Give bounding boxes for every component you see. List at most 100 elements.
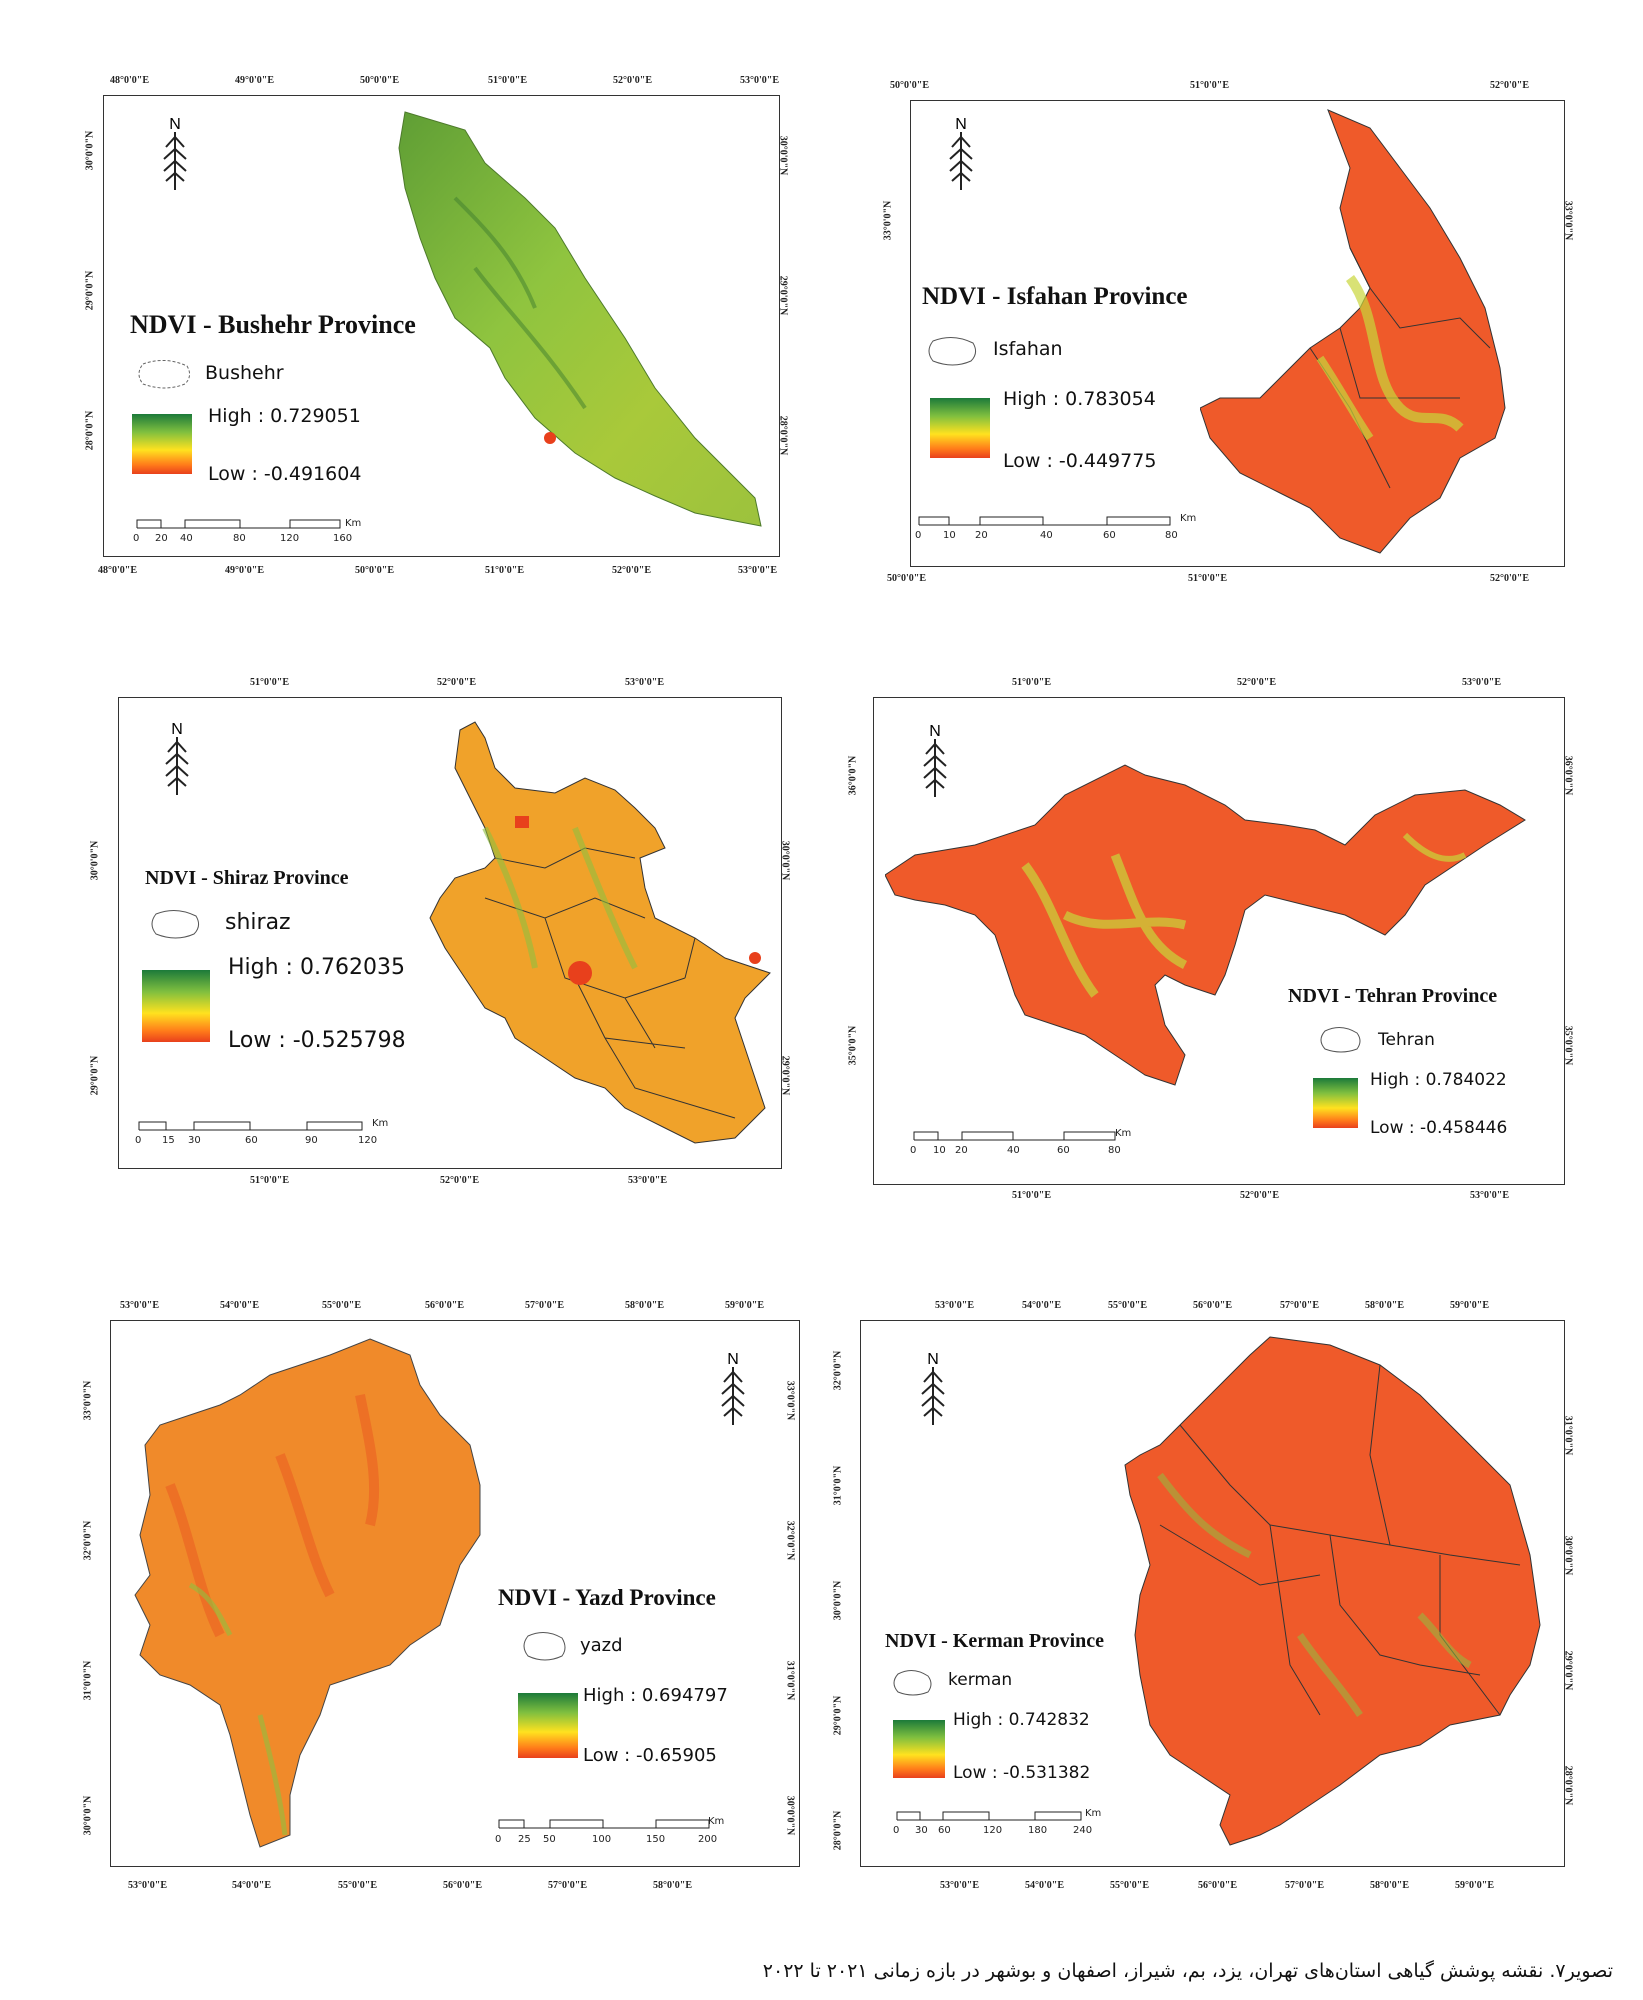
legend-high: High : 0.784022 <box>1370 1070 1507 1090</box>
lat-tick: 29°0'0"N <box>89 1055 101 1096</box>
lon-tick: 51°0'0"E <box>488 75 527 86</box>
lon-tick: 56°0'0"E <box>1193 1300 1232 1311</box>
lon-tick: 56°0'0"E <box>443 1880 482 1891</box>
lon-tick: 51°0'0"E <box>250 1175 289 1186</box>
lon-tick: 58°0'0"E <box>1365 1300 1404 1311</box>
lon-tick: 55°0'0"E <box>1110 1880 1149 1891</box>
lat-tick: 36°0'0"N <box>847 755 859 796</box>
lat-tick: 32°0'0"N <box>784 1520 796 1561</box>
map-title: NDVI - Isfahan Province <box>922 283 1188 310</box>
scale-label: 100 <box>592 1834 612 1845</box>
lon-tick: 52°0'0"E <box>612 565 651 576</box>
scale-label: 160 <box>333 533 353 544</box>
lon-tick: 53°0'0"E <box>1470 1190 1509 1201</box>
legend-low: Low : -0.65905 <box>583 1745 717 1766</box>
scale-bar <box>138 1121 363 1131</box>
boundary-label: yazd <box>580 1635 623 1656</box>
scale-label: 90 <box>305 1135 318 1146</box>
legend-high: High : 0.783054 <box>1003 388 1156 410</box>
boundary-label: Isfahan <box>993 338 1063 360</box>
lon-tick: 52°0'0"E <box>613 75 652 86</box>
lat-tick: 30°0'0"N <box>779 840 791 881</box>
scale-label: 30 <box>915 1825 928 1836</box>
lat-tick: 28°0'0"N <box>832 1810 844 1851</box>
legend-high: High : 0.694797 <box>583 1685 728 1706</box>
scale-unit: Km <box>1115 1128 1132 1139</box>
lon-tick: 51°0'0"E <box>1012 1190 1051 1201</box>
scale-label: 150 <box>646 1834 666 1845</box>
lat-tick: 30°0'0"N <box>84 130 96 171</box>
legend-high: High : 0.729051 <box>208 405 361 427</box>
map-title: NDVI - Kerman Province <box>885 1630 1105 1652</box>
scale-label: 60 <box>1057 1145 1070 1156</box>
lon-tick: 59°0'0"E <box>1450 1300 1489 1311</box>
scale-label: 200 <box>698 1834 718 1845</box>
scale-label: 0 <box>893 1825 900 1836</box>
scale-label: 0 <box>915 530 922 541</box>
scale-label: 0 <box>135 1135 142 1146</box>
lat-tick: 35°0'0"N <box>847 1025 859 1066</box>
lat-tick: 32°0'0"N <box>82 1520 94 1561</box>
province-raster-isfahan <box>1200 109 1506 554</box>
legend-high: High : 0.762035 <box>228 955 405 980</box>
lon-tick: 49°0'0"E <box>225 565 264 576</box>
lon-tick: 53°0'0"E <box>120 1300 159 1311</box>
lon-tick: 51°0'0"E <box>1188 573 1227 584</box>
legend-high: High : 0.742832 <box>953 1710 1090 1730</box>
boundary-icon <box>893 1670 932 1696</box>
scale-unit: Km <box>1180 513 1197 524</box>
lat-tick: 30°0'0"N <box>82 1795 94 1836</box>
scale-unit: Km <box>345 518 362 529</box>
lon-tick: 53°0'0"E <box>128 1880 167 1891</box>
scale-label: 80 <box>233 533 246 544</box>
scale-label: 80 <box>1165 530 1178 541</box>
lon-tick: 53°0'0"E <box>935 1300 974 1311</box>
boundary-icon <box>928 337 977 366</box>
lat-tick: 30°0'0"N <box>832 1580 844 1621</box>
scale-bar <box>896 1811 1082 1821</box>
scale-label: 60 <box>245 1135 258 1146</box>
lon-tick: 53°0'0"E <box>1462 677 1501 688</box>
scale-unit: Km <box>708 1816 725 1827</box>
lon-tick: 57°0'0"E <box>1285 1880 1324 1891</box>
scale-label: 40 <box>1040 530 1053 541</box>
lat-tick: 33°0'0"N <box>784 1380 796 1421</box>
lat-tick: 29°0'0"N <box>832 1695 844 1736</box>
scale-label: 40 <box>180 533 193 544</box>
province-raster-shiraz <box>429 721 771 1144</box>
lat-tick: 35°0'0"N <box>1562 1025 1574 1066</box>
boundary-label: shiraz <box>225 910 291 935</box>
lat-tick: 29°0'0"N <box>84 270 96 311</box>
legend-low: Low : -0.531382 <box>953 1763 1091 1783</box>
scale-label: 60 <box>1103 530 1116 541</box>
lon-tick: 55°0'0"E <box>1108 1300 1147 1311</box>
scale-label: 0 <box>495 1834 502 1845</box>
lon-tick: 57°0'0"E <box>1280 1300 1319 1311</box>
lat-tick: 33°0'0"N <box>82 1380 94 1421</box>
lon-tick: 52°0'0"E <box>437 677 476 688</box>
lon-tick: 50°0'0"E <box>890 80 929 91</box>
scale-bar <box>913 1131 1116 1141</box>
lat-tick: 31°0'0"N <box>784 1660 796 1701</box>
scale-label: 40 <box>1007 1145 1020 1156</box>
scale-label: 25 <box>518 1834 531 1845</box>
ndvi-gradient-legend <box>518 1693 578 1758</box>
lat-tick: 36°0'0"N <box>1562 755 1574 796</box>
lon-tick: 53°0'0"E <box>940 1880 979 1891</box>
svg-text:N: N <box>727 1351 739 1368</box>
lon-tick: 54°0'0"E <box>1022 1300 1061 1311</box>
scale-label: 10 <box>943 530 956 541</box>
ndvi-gradient-legend <box>132 414 192 474</box>
lat-tick: 30°0'0"N <box>784 1795 796 1836</box>
lon-tick: 55°0'0"E <box>322 1300 361 1311</box>
lat-tick: 29°0'0"N <box>1562 1650 1574 1691</box>
lon-tick: 58°0'0"E <box>1370 1880 1409 1891</box>
map-title: NDVI - Yazd Province <box>498 1585 716 1610</box>
lon-tick: 53°0'0"E <box>628 1175 667 1186</box>
lon-tick: 57°0'0"E <box>548 1880 587 1891</box>
lon-tick: 59°0'0"E <box>1455 1880 1494 1891</box>
legend-low: Low : -0.525798 <box>228 1028 406 1053</box>
north-arrow-icon: N <box>949 116 973 190</box>
lon-tick: 51°0'0"E <box>485 565 524 576</box>
svg-text:N: N <box>929 723 941 740</box>
